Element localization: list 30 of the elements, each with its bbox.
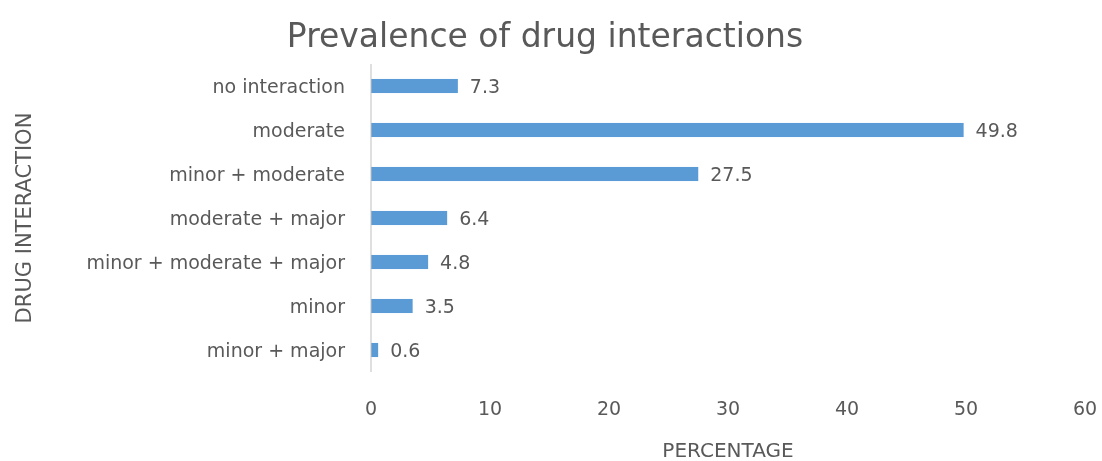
data-label: 4.8 (440, 250, 471, 273)
x-tick-label: 30 (715, 396, 741, 419)
bar (371, 166, 699, 182)
x-tick-label: 50 (953, 396, 979, 419)
y-tick-label: minor (289, 294, 346, 317)
y-tick-label: minor + moderate + major (86, 250, 346, 273)
chart-title: Prevalence of drug interactions (286, 16, 804, 55)
x-axis-title: PERCENTAGE (662, 438, 794, 461)
y-axis-title: DRUG INTERACTION (12, 112, 37, 324)
y-tick-label: moderate + major (169, 206, 346, 229)
bar (371, 122, 964, 138)
bar (371, 78, 458, 94)
y-tick-label: minor + major (206, 338, 346, 361)
x-tick-label: 40 (834, 396, 860, 419)
data-label: 6.4 (459, 206, 490, 229)
x-tick-label: 20 (596, 396, 622, 419)
x-tick-label: 60 (1072, 396, 1098, 419)
data-label: 27.5 (710, 162, 753, 185)
y-tick-label: no interaction (212, 74, 345, 97)
x-tick-label: 10 (477, 396, 503, 419)
x-tick-label: 0 (364, 396, 378, 419)
y-tick-label: moderate (252, 118, 345, 141)
data-label: 3.5 (424, 294, 455, 317)
y-tick-label: minor + moderate (169, 162, 345, 185)
data-label: 7.3 (469, 74, 501, 97)
data-label: 49.8 (975, 118, 1018, 141)
bar (371, 254, 429, 270)
bar (371, 210, 448, 226)
bar (371, 298, 413, 314)
data-label: 0.6 (390, 338, 421, 361)
